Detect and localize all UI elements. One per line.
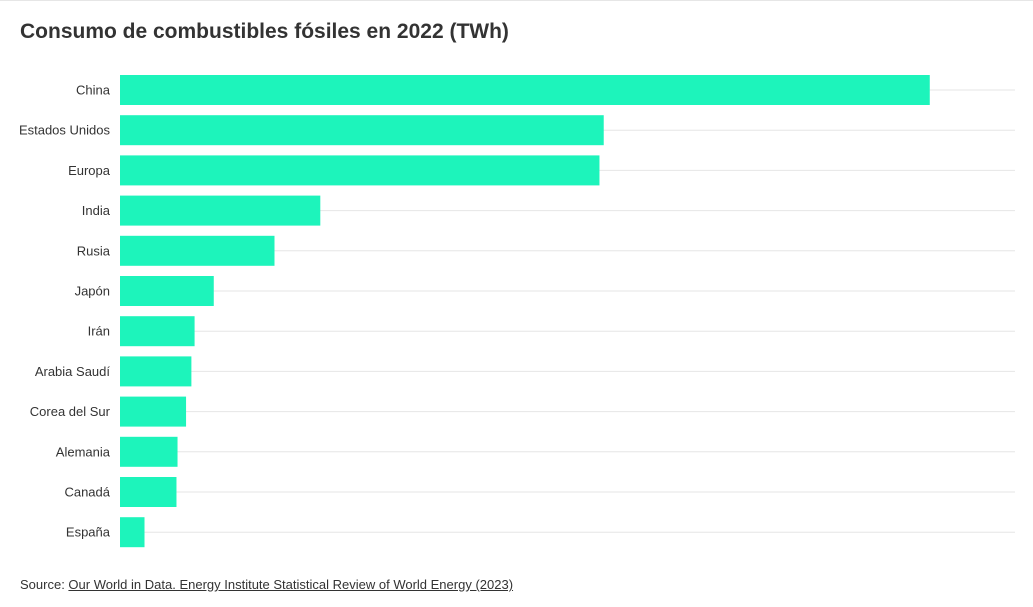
category-label: Corea del Sur	[30, 404, 111, 419]
category-label: Estados Unidos	[19, 123, 111, 138]
bar-arabia-saudí[interactable]	[120, 356, 192, 387]
source-prefix: Source:	[20, 577, 69, 592]
category-label: Europa	[68, 163, 111, 178]
bar-japón[interactable]	[120, 276, 214, 306]
category-label: España	[66, 525, 111, 540]
category-label: Alemania	[56, 444, 111, 459]
source-link[interactable]: Our World in Data. Energy Institute Stat…	[68, 577, 514, 592]
bar-india[interactable]	[120, 195, 321, 226]
top-divider	[0, 0, 1033, 1]
category-label: Irán	[88, 324, 110, 339]
bar-canadá[interactable]	[120, 477, 177, 507]
bar-corea-del-sur[interactable]	[120, 396, 187, 427]
category-label: Arabia Saudí	[35, 364, 111, 379]
category-label: Rusia	[77, 243, 111, 258]
category-label: Japón	[75, 284, 110, 299]
bar-chart: China Estados Unidos Europa India Rusia Japón…	[19, 75, 1015, 548]
source-note: Source: Our World in Data. Energy Instit…	[20, 577, 513, 592]
category-label: India	[82, 203, 111, 218]
category-label: China	[76, 83, 111, 98]
bar-estados-unidos[interactable]	[120, 115, 604, 146]
bar-españa[interactable]	[120, 517, 145, 548]
bar-irán[interactable]	[120, 316, 195, 347]
bar-rusia[interactable]	[120, 235, 275, 266]
category-label: Canadá	[64, 485, 110, 500]
bar-alemania[interactable]	[120, 436, 178, 467]
chart-title: Consumo de combustibles fósiles en 2022 …	[20, 20, 509, 43]
bar-europa[interactable]	[120, 155, 600, 186]
bar-china[interactable]	[120, 75, 930, 105]
